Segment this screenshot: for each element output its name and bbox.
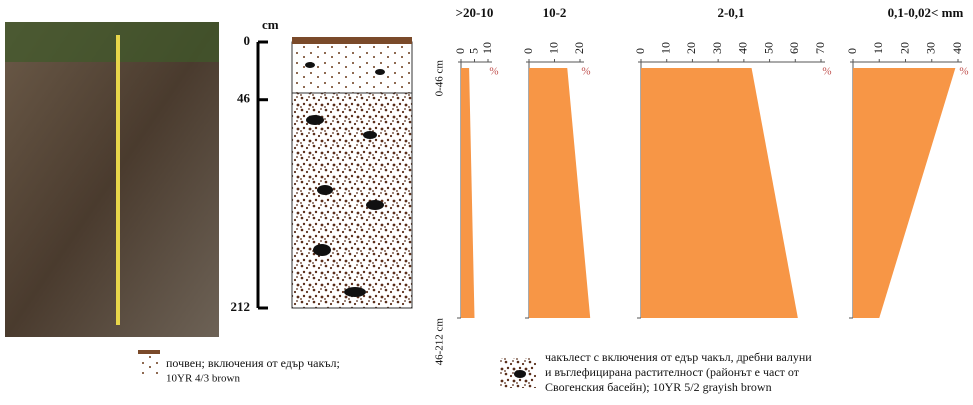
x-tick-label: 30 — [710, 42, 724, 54]
depth-scale: cm — [258, 17, 279, 308]
area — [461, 68, 475, 318]
x-tick-label: 20 — [572, 42, 586, 54]
depth-label: 212 — [231, 299, 251, 314]
chart-title: >20-10 — [456, 5, 494, 20]
legend-text: чакълест с включения от едър чакъл, дреб… — [545, 350, 812, 364]
x-tick-label: 20 — [897, 42, 911, 54]
x-tick-label: 40 — [736, 42, 750, 54]
depth-unit: cm — [262, 17, 279, 32]
area — [529, 68, 590, 318]
area — [853, 68, 955, 318]
legend-text: и въглефицирана растителност (районът е … — [545, 365, 800, 379]
x-tick-label: 10 — [658, 42, 672, 54]
legend-text: Свогенския басейн); 10YR 5/2 grayish bro… — [545, 380, 772, 394]
x-tick-label: 40 — [950, 42, 964, 54]
x-tick-label: 0 — [521, 48, 535, 54]
figure: cm 046212>20-100510%0-46 cm46-212 cm10-2… — [0, 0, 973, 405]
x-tick-label: 30 — [924, 42, 938, 54]
axis-unit: % — [959, 66, 968, 78]
x-tick-label: 10 — [546, 42, 560, 54]
x-tick-label: 0 — [453, 48, 467, 54]
photo — [5, 22, 219, 337]
x-tick-label: 0 — [633, 48, 647, 54]
depth-label: 0 — [244, 33, 251, 48]
axis-unit: % — [489, 66, 498, 78]
x-tick-label: 20 — [684, 42, 698, 54]
legend-text: 10YR 4/3 brown — [166, 373, 240, 385]
chart-title: 0,1-0,02< mm — [888, 5, 964, 20]
x-tick-label: 70 — [813, 42, 827, 54]
page: {"depth_scale":{"unit":"cm","ticks":[0,4… — [0, 0, 973, 405]
soil-column — [292, 37, 412, 308]
depth-category: 46-212 cm — [434, 318, 446, 366]
x-tick-label: 0 — [845, 48, 859, 54]
depth-category: 0-46 cm — [434, 60, 446, 97]
legend-text: почвен; включения от едър чакъл; — [166, 356, 340, 370]
chart-title: 10-2 — [543, 5, 567, 20]
x-tick-label: 60 — [787, 42, 801, 54]
x-tick-label: 50 — [761, 42, 775, 54]
x-tick-label: 10 — [871, 42, 885, 54]
axis-unit: % — [822, 66, 831, 78]
depth-label: 46 — [237, 91, 251, 106]
area — [641, 68, 798, 318]
axis-unit: % — [581, 66, 590, 78]
x-tick-label: 10 — [480, 42, 494, 54]
x-tick-label: 5 — [466, 48, 480, 54]
chart-title: 2-0,1 — [717, 5, 744, 20]
